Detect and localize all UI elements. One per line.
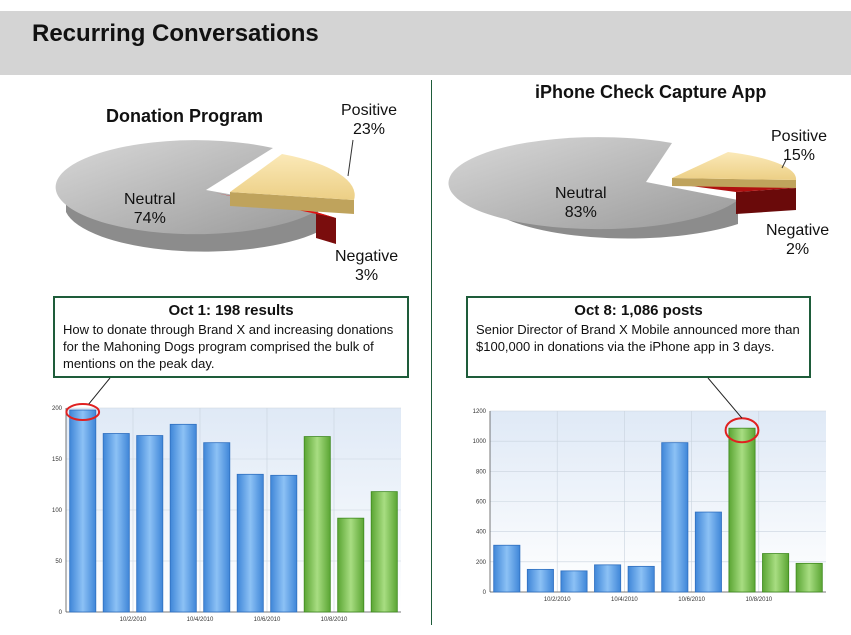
- lbar-xtick-label: 10/4/2010: [187, 617, 214, 623]
- rbar-callout-arrow: [707, 377, 743, 419]
- page-title: Recurring Conversations: [32, 20, 319, 47]
- right-callout-body: Senior Director of Brand X Mobile announ…: [476, 322, 800, 354]
- right-negative-label: Negative 2%: [766, 222, 830, 258]
- right-callout: Oct 8: 1,086 posts Senior Director of Br…: [466, 296, 811, 378]
- rbar-ytick-label: 800: [476, 469, 487, 475]
- lbar-ytick-label: 200: [52, 406, 63, 412]
- rbar-bar: [661, 442, 689, 593]
- rbar-ytick-label: 400: [476, 530, 487, 536]
- header-bar: [0, 11, 851, 75]
- right-neutral-label: Neutral 83%: [555, 185, 607, 221]
- rbar-bar: [627, 565, 655, 593]
- lbar-xtick-label: 10/6/2010: [254, 617, 281, 623]
- left-neutral-label: Neutral 74%: [124, 191, 176, 227]
- rbar-xtick-label: 10/2/2010: [544, 597, 571, 603]
- rbar-bar: [560, 570, 588, 593]
- lbar-bar: [136, 435, 164, 613]
- lbar-highlight-circle: [65, 403, 101, 422]
- rbar-ytick-label: 600: [476, 500, 487, 506]
- rbar-ytick-label: 1200: [473, 409, 487, 415]
- lbar-bar: [69, 409, 97, 613]
- rbar-ytick-label: 200: [476, 560, 487, 566]
- rbar-bar: [594, 564, 622, 593]
- lbar-ytick-label: 0: [59, 610, 63, 616]
- right-positive-label: Positive 15%: [771, 128, 828, 164]
- left-callout: Oct 1: 198 results How to donate through…: [53, 296, 409, 378]
- rbar-bar: [526, 568, 554, 593]
- lbar-bar: [270, 474, 298, 613]
- lbar-bar: [102, 433, 130, 613]
- left-callout-body: How to donate through Brand X and increa…: [63, 322, 394, 371]
- left-pie-title: Donation Program: [106, 106, 264, 126]
- lbar-bar: [236, 473, 264, 613]
- lbar-ytick-label: 150: [52, 457, 63, 463]
- rbar-bar: [728, 427, 756, 593]
- right-callout-heading: Oct 8: 1,086 posts: [574, 302, 703, 319]
- lbar-bar: [169, 423, 197, 613]
- lbar-bar: [370, 491, 398, 613]
- rbar-bar: [762, 553, 790, 593]
- lbar-callout-arrow: [88, 377, 111, 405]
- right-pie-title: iPhone Check Capture App: [535, 82, 767, 102]
- rbar-bar: [795, 562, 823, 593]
- vertical-divider: [431, 80, 432, 625]
- rbar-xtick-label: 10/8/2010: [745, 597, 772, 603]
- lbar-bar: [203, 442, 231, 613]
- left-positive-label: Positive 23%: [341, 102, 398, 138]
- rbar-bar: [694, 511, 722, 593]
- lbar-bar: [337, 517, 365, 613]
- left-callout-heading: Oct 1: 198 results: [168, 302, 294, 319]
- lbar-xtick-label: 10/8/2010: [321, 617, 348, 623]
- rbar-ytick-label: 1000: [473, 439, 487, 445]
- rbar-ytick-label: 0: [483, 590, 487, 596]
- left-negative-label: Negative 3%: [335, 248, 399, 284]
- lbar-bar: [303, 436, 331, 613]
- rbar-xtick-label: 10/6/2010: [678, 597, 705, 603]
- lbar-xtick-label: 10/2/2010: [120, 617, 147, 623]
- lbar-ytick-label: 100: [52, 508, 63, 514]
- rbar-xtick-label: 10/4/2010: [611, 597, 638, 603]
- rbar-bar: [493, 544, 521, 593]
- lbar-ytick-label: 50: [55, 559, 62, 565]
